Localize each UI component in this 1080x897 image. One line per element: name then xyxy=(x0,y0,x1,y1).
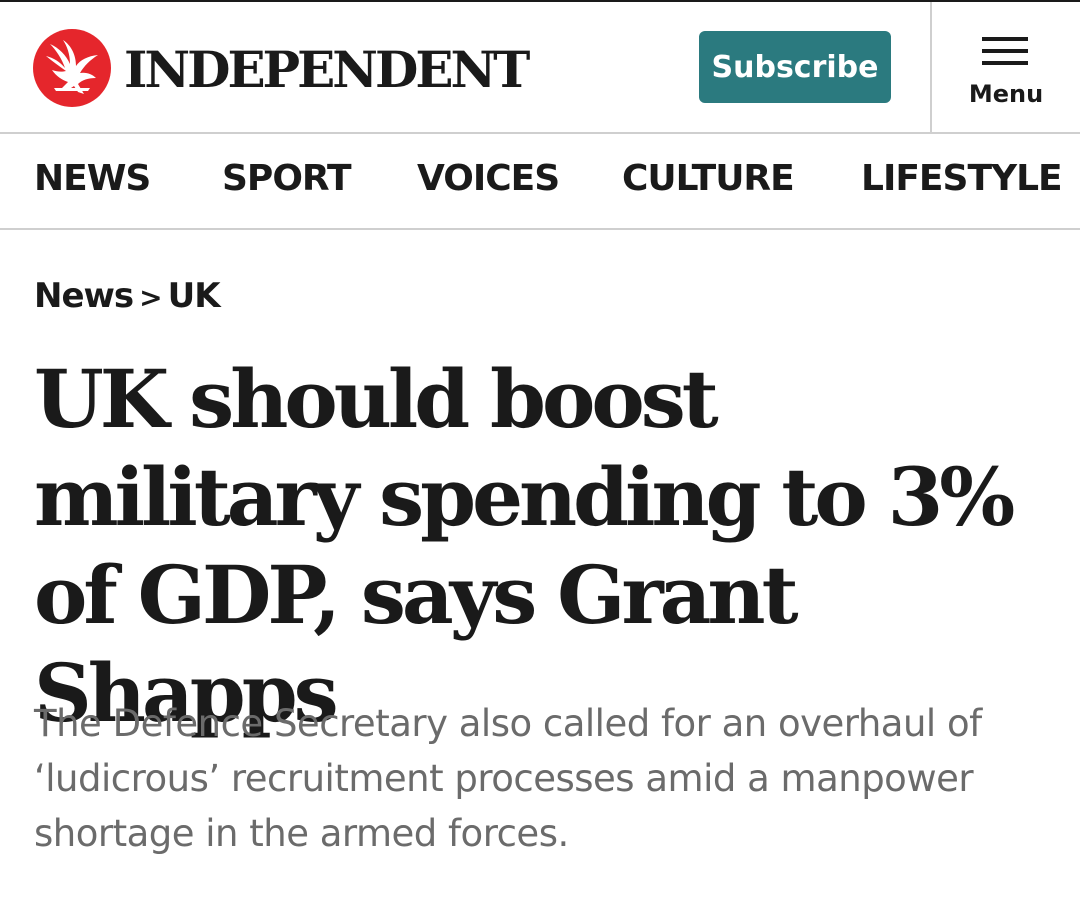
nav-item-lifestyle[interactable]: LIFESTYLE xyxy=(861,158,1063,199)
breadcrumb-separator: > xyxy=(139,281,162,314)
nav-item-sport[interactable]: SPORT xyxy=(222,158,352,199)
nav-item-news[interactable]: NEWS xyxy=(34,158,151,199)
breadcrumb-uk[interactable]: UK xyxy=(167,276,221,316)
logo-wordmark: INDEPENDENT xyxy=(124,40,530,99)
header-divider xyxy=(930,2,932,134)
site-header: INDEPENDENT Subscribe Menu xyxy=(0,0,1080,134)
subscribe-button[interactable]: Subscribe xyxy=(699,31,891,103)
menu-label: Menu xyxy=(968,80,1044,108)
breadcrumb-news[interactable]: News xyxy=(34,276,134,316)
nav-item-culture[interactable]: CULTURE xyxy=(622,158,795,199)
site-logo[interactable]: INDEPENDENT xyxy=(32,28,530,108)
eagle-icon xyxy=(33,29,111,107)
breadcrumb: News > UK xyxy=(34,274,221,320)
menu-button[interactable]: Menu xyxy=(932,2,1080,134)
article-headline: UK should boost military spending to 3% … xyxy=(34,352,1015,740)
nav-item-voices[interactable]: VOICES xyxy=(417,158,560,199)
hamburger-icon xyxy=(982,37,1028,65)
section-nav: NEWS SPORT VOICES CULTURE LIFESTYLE xyxy=(0,134,1080,230)
article-standfirst: The Defence Secretary also called for an… xyxy=(34,702,982,855)
